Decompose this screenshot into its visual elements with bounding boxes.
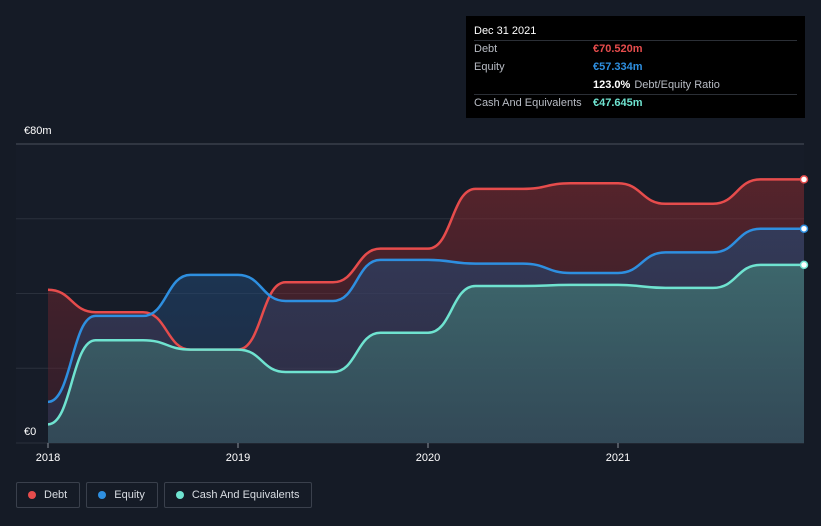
legend-equity-label: Equity bbox=[114, 489, 145, 501]
tooltip-ratio-label: Debt/Equity Ratio bbox=[634, 79, 720, 91]
y-tick-label: €0 bbox=[24, 426, 36, 438]
series-areas bbox=[48, 179, 804, 443]
legend-cash-label: Cash And Equivalents bbox=[191, 489, 300, 501]
x-tick-label: 2020 bbox=[416, 452, 440, 464]
legend-debt-label: Debt bbox=[44, 489, 68, 501]
tooltip-date: Dec 31 2021 bbox=[474, 25, 537, 37]
chart-legend: Debt Equity Cash And Equivalents bbox=[16, 482, 313, 508]
tooltip-row-ratio: 123.0% Debt/Equity Ratio bbox=[474, 76, 797, 94]
cash-line bbox=[47, 263, 805, 426]
x-tick-label: 2021 bbox=[606, 452, 630, 464]
debt-end-marker bbox=[799, 175, 809, 184]
tooltip-debt-value: €70.520m bbox=[593, 43, 643, 55]
tooltip-cash-value: €47.645m bbox=[593, 97, 643, 109]
tooltip-row-equity: Equity €57.334m bbox=[474, 58, 797, 76]
legend-item-cash[interactable]: Cash And Equivalents bbox=[163, 482, 313, 508]
equity-dot-icon bbox=[98, 491, 107, 499]
debt-dot-icon bbox=[28, 491, 36, 499]
tooltip-ratio-value: 123.0% bbox=[593, 79, 631, 91]
series-end-markers bbox=[799, 175, 809, 270]
cash-dot-icon bbox=[175, 491, 184, 499]
tooltip-equity-value: €57.334m bbox=[593, 61, 643, 73]
tooltip-row-cash: Cash And Equivalents €47.645m bbox=[474, 94, 797, 112]
series-lines bbox=[47, 178, 805, 426]
x-axis-ticks: 2018 2019 2020 2021 bbox=[36, 443, 630, 464]
tooltip-row-debt: Debt €70.520m bbox=[474, 40, 797, 58]
equity-end-marker bbox=[799, 224, 809, 233]
tooltip-cash-label: Cash And Equivalents bbox=[474, 97, 582, 109]
legend-item-debt[interactable]: Debt bbox=[16, 482, 81, 508]
cash-area bbox=[48, 264, 804, 443]
tooltip-equity-label: Equity bbox=[474, 61, 505, 73]
cash-end-marker bbox=[799, 260, 809, 270]
equity-line bbox=[47, 227, 804, 404]
y-axis-ticks: €0 €80m bbox=[24, 125, 52, 438]
x-tick-label: 2019 bbox=[226, 452, 250, 464]
tooltip-panel: Dec 31 2021 Debt €70.520m Equity €57.334… bbox=[466, 16, 805, 118]
tooltip-debt-label: Debt bbox=[474, 43, 498, 55]
x-tick-label: 2018 bbox=[36, 452, 60, 464]
y-tick-label: €80m bbox=[24, 125, 52, 137]
legend-item-equity[interactable]: Equity bbox=[86, 482, 158, 508]
debt-line bbox=[47, 178, 804, 351]
